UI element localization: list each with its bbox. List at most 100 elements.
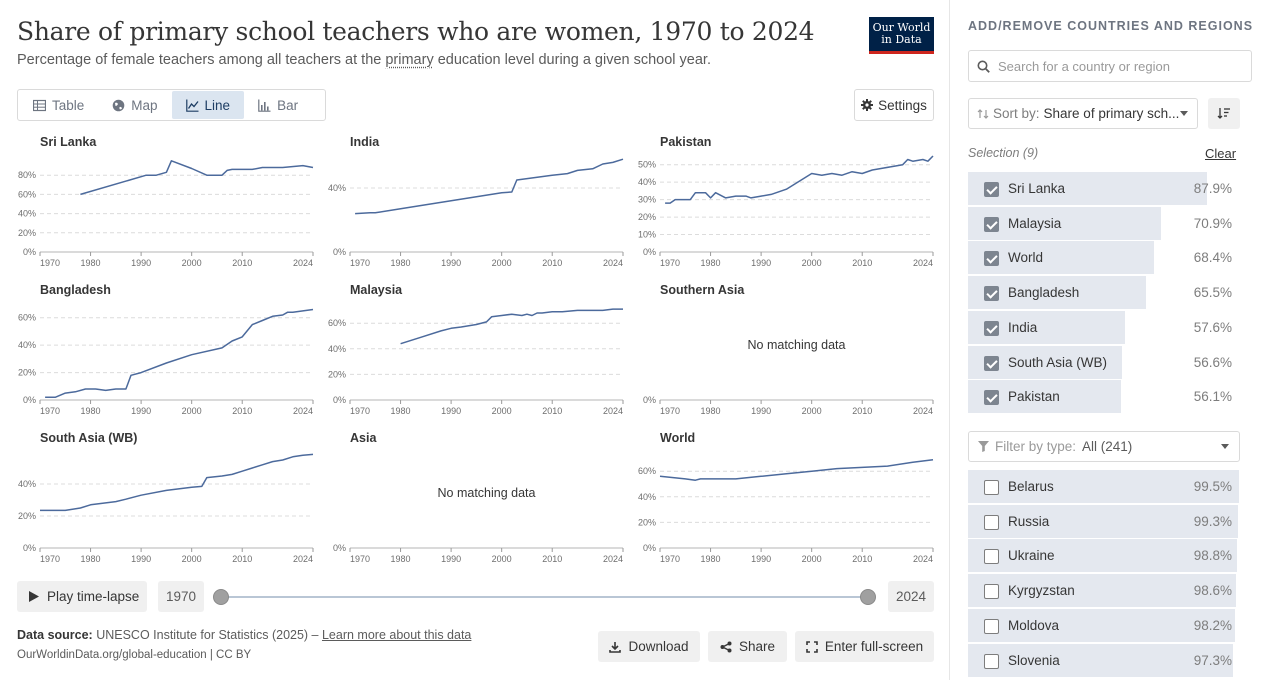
entity-value: 70.9% <box>1193 215 1232 231</box>
panel-title: ADD/REMOVE COUNTRIES AND REGIONS <box>968 19 1254 33</box>
timeline-track[interactable] <box>221 596 868 598</box>
entity-row[interactable]: Slovenia 97.3% <box>968 643 1240 678</box>
chart-panel: Southern Asia 0% 1970 1980 1990 2000 2010 2024 N… <box>643 283 934 416</box>
value-bar <box>968 539 1237 573</box>
checkbox-unchecked[interactable] <box>984 514 999 530</box>
panel-title: Southern Asia <box>660 283 745 297</box>
bar-chart-icon <box>258 99 271 112</box>
sort-label: Sort by: <box>993 106 1040 121</box>
checkbox-checked[interactable] <box>984 251 999 267</box>
filter-value: All (241) <box>1082 439 1133 454</box>
end-year-box[interactable]: 2024 <box>888 581 934 612</box>
x-tick-label: 2024 <box>293 258 313 268</box>
share-button[interactable]: Share <box>708 631 787 662</box>
sort-arrows-icon <box>977 108 989 119</box>
glossary-term-primary[interactable]: primary <box>385 52 434 68</box>
y-tick-label: 0% <box>643 247 656 257</box>
entity-row[interactable]: Bangladesh 65.5% <box>968 276 1240 311</box>
line-chart-icon <box>185 99 199 112</box>
x-tick-label: 2010 <box>232 406 252 416</box>
y-tick-label: 20% <box>18 511 36 521</box>
small-multiples-chart: Sri Lanka 0% 20% 40% 60% 80% 1970 1980 1990 2000 2… <box>18 135 934 564</box>
y-tick-label: 40% <box>638 492 656 502</box>
timeline-end-handle[interactable] <box>860 589 876 605</box>
footer-url[interactable]: OurWorldinData.org/global-education | CC… <box>17 649 252 661</box>
entity-row[interactable]: South Asia (WB) 56.6% <box>968 345 1240 380</box>
y-tick-label: 20% <box>328 369 346 379</box>
entity-name: World <box>1008 250 1044 266</box>
share-label: Share <box>738 639 776 654</box>
chart-subtitle: Percentage of female teachers among all … <box>17 52 711 68</box>
entity-row[interactable]: Sri Lanka 87.9% <box>968 172 1240 206</box>
checkbox-checked[interactable] <box>984 390 999 406</box>
checkbox-checked[interactable] <box>984 182 999 197</box>
tab-bar-label: Bar <box>277 97 299 113</box>
sort-by-select[interactable]: Sort by: Share of primary sch... <box>968 98 1198 129</box>
entity-value: 98.6% <box>1193 583 1232 599</box>
checkbox-checked[interactable] <box>984 355 999 371</box>
download-button[interactable]: Download <box>598 631 700 662</box>
tab-table[interactable]: Table <box>19 91 98 119</box>
settings-button[interactable]: Settings <box>854 89 934 121</box>
entity-row[interactable]: Moldova 98.2% <box>968 608 1240 643</box>
sort-order-button[interactable] <box>1208 98 1240 129</box>
x-tick-label: 2000 <box>492 406 512 416</box>
data-source: Data source: UNESCO Institute for Statis… <box>17 628 471 642</box>
x-tick-label: 1990 <box>751 258 771 268</box>
checkbox-checked[interactable] <box>984 216 999 232</box>
x-tick-label: 2000 <box>492 258 512 268</box>
entity-row[interactable]: Belarus 99.5% <box>968 470 1240 504</box>
entity-name: Kyrgyzstan <box>1008 583 1075 599</box>
owid-logo[interactable]: Our World in Data <box>869 17 934 54</box>
value-bar <box>968 241 1155 275</box>
search-input[interactable]: Search for a country or region <box>968 50 1252 82</box>
y-tick-label: 40% <box>328 344 346 354</box>
play-timelapse-button[interactable]: Play time-lapse <box>17 581 147 612</box>
tab-map-label: Map <box>131 97 158 113</box>
checkbox-unchecked[interactable] <box>984 653 999 669</box>
series-line <box>400 308 623 345</box>
search-icon <box>977 60 990 73</box>
x-tick-label: 1970 <box>660 554 680 564</box>
x-tick-label: 2010 <box>852 406 872 416</box>
entity-name: Pakistan <box>1008 389 1060 405</box>
checkbox-checked[interactable] <box>984 286 999 302</box>
tab-line[interactable]: Line <box>171 91 245 119</box>
entity-row[interactable]: Russia 99.3% <box>968 504 1240 539</box>
chart-panel: Asia 0% 1970 1980 1990 2000 2010 2024 No matchin… <box>333 431 624 564</box>
tab-bar[interactable]: Bar <box>244 91 312 119</box>
entity-row[interactable]: Pakistan 56.1% <box>968 380 1240 415</box>
start-year-box[interactable]: 1970 <box>158 581 204 612</box>
y-tick-label: 40% <box>18 209 36 219</box>
y-tick-label: 0% <box>333 543 346 553</box>
learn-more-link[interactable]: Learn more about this data <box>321 628 472 642</box>
filter-by-type-select[interactable]: Filter by type: All (241) <box>968 431 1240 462</box>
x-tick-label: 2010 <box>232 258 252 268</box>
x-tick-label: 1980 <box>701 554 721 564</box>
entity-row[interactable]: Kyrgyzstan 98.6% <box>968 574 1240 609</box>
series-line <box>40 453 314 512</box>
clear-selection-link[interactable]: Clear <box>1205 146 1237 161</box>
checkbox-unchecked[interactable] <box>984 584 999 600</box>
series-line <box>45 308 314 399</box>
checkbox-unchecked[interactable] <box>984 480 999 495</box>
checkbox-checked[interactable] <box>984 320 999 336</box>
entity-row[interactable]: World 68.4% <box>968 241 1240 276</box>
x-tick-label: 1970 <box>40 258 60 268</box>
fullscreen-button[interactable]: Enter full-screen <box>795 631 934 662</box>
tab-map[interactable]: Map <box>98 91 171 119</box>
search-placeholder: Search for a country or region <box>998 58 1170 74</box>
entity-row[interactable]: India 57.6% <box>968 310 1240 345</box>
x-tick-label: 2024 <box>913 258 933 268</box>
timeline-start-handle[interactable] <box>213 589 229 605</box>
x-tick-label: 2000 <box>492 554 512 564</box>
entity-row[interactable]: Ukraine 98.8% <box>968 539 1240 574</box>
checkbox-unchecked[interactable] <box>984 618 999 634</box>
y-tick-label: 60% <box>18 313 36 323</box>
checkbox-unchecked[interactable] <box>984 549 999 565</box>
y-tick-label: 30% <box>638 195 656 205</box>
value-bar <box>968 172 1208 205</box>
entity-row[interactable]: Malaysia 70.9% <box>968 206 1240 241</box>
y-tick-label: 0% <box>23 543 36 553</box>
y-tick-label: 0% <box>333 247 346 257</box>
